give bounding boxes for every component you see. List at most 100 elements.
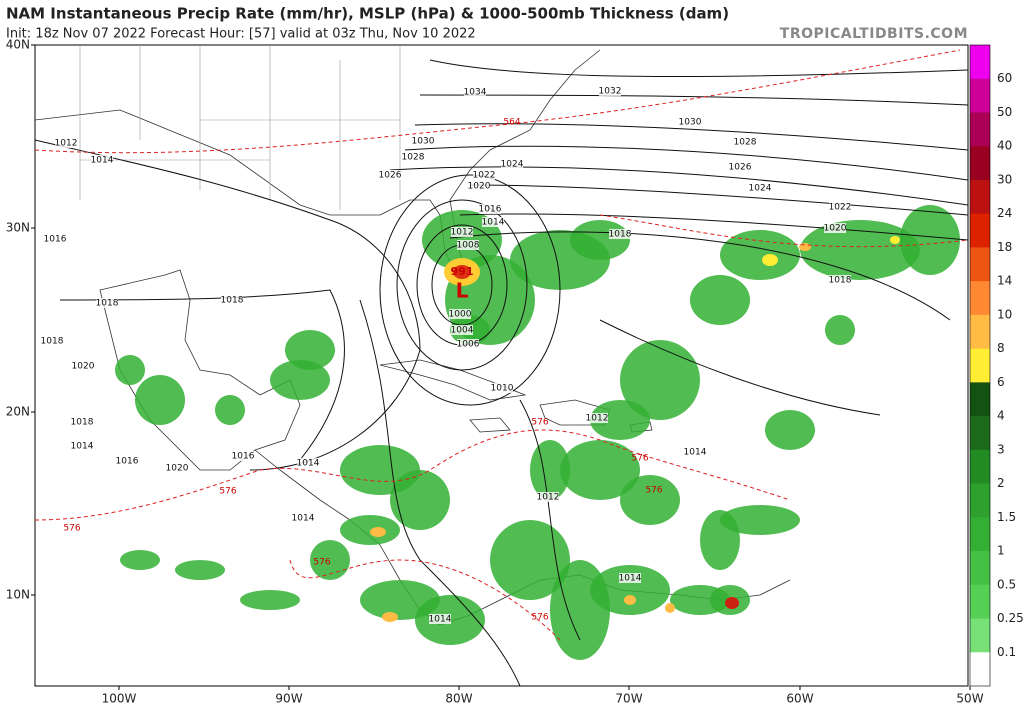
- colorbar-label: 0.1: [997, 645, 1016, 659]
- lon-label: 60W: [786, 692, 813, 706]
- isobar-label-bg: [297, 458, 319, 468]
- isobar-label: 1022: [829, 203, 852, 213]
- isobar-label: 1030: [412, 137, 435, 147]
- colorbar-segment: [970, 112, 990, 147]
- isobar-label-bg: [221, 295, 243, 305]
- isobar-label-bg: [166, 463, 188, 473]
- thickness-line: [34, 429, 791, 521]
- map-labels: 1034 103210301028102610241022102010181018…: [41, 86, 852, 625]
- colorbar-segment: [970, 449, 990, 485]
- isobar-label-bg: [44, 234, 66, 244]
- lon-label: 70W: [615, 692, 642, 706]
- isobar-label: 1008: [457, 241, 480, 251]
- precip-area: [115, 355, 145, 385]
- lat-label: 30N: [6, 221, 30, 235]
- precip-core: [665, 603, 675, 613]
- axes: 40N 30N 20N 10N 100W 90W 80W 70W 60W 50W: [6, 38, 984, 706]
- isobar-label: 1026: [379, 171, 402, 181]
- isobar-label-bg: [451, 227, 473, 237]
- precip-core: [762, 254, 778, 266]
- precip-area: [270, 360, 330, 400]
- isobar-label-bg: [464, 87, 486, 97]
- isobar: [359, 299, 521, 687]
- isobar-label: 1018: [71, 418, 94, 428]
- isobar-label-bg: [829, 202, 851, 212]
- isobar-label: 1014: [91, 156, 114, 166]
- precip-area: [215, 395, 245, 425]
- isobar-label-bg: [232, 451, 254, 461]
- isobar-label: 1016: [44, 235, 67, 245]
- isobar-label-bg: [429, 614, 451, 624]
- isobar-label: 1010: [491, 384, 514, 394]
- isobar-label-bg: [609, 229, 631, 239]
- precip-area: [690, 275, 750, 325]
- isobar: [414, 123, 969, 151]
- thickness-label: 576: [631, 454, 648, 464]
- lat-label: 40N: [6, 38, 30, 52]
- isobar-label: 1016: [479, 205, 502, 215]
- borders: [79, 45, 401, 210]
- precip-area: [900, 205, 960, 275]
- map-area: 1034 103210301028102610241022102010181018…: [34, 44, 969, 687]
- isobar-label-bg: [457, 240, 479, 250]
- lat-label: 20N: [6, 405, 30, 419]
- isobar: [379, 174, 561, 406]
- isobar-label-bg: [412, 136, 434, 146]
- isobar-label: 1030: [679, 118, 702, 128]
- colorbar-label: 6: [997, 375, 1005, 389]
- isobar-label-bg: [586, 413, 608, 423]
- thickness-label: 576: [63, 524, 80, 534]
- isobar-label-bg: [501, 159, 523, 169]
- isobar-label: 1014: [292, 514, 315, 524]
- isobar-label-bg: [599, 86, 621, 96]
- precip-area: [560, 440, 640, 500]
- subtitle: Init: 18z Nov 07 2022 Forecast Hour: [57…: [6, 27, 476, 42]
- isobar: [469, 184, 969, 216]
- colorbar-label: 60: [997, 71, 1012, 85]
- isobar-label-bg: [684, 447, 706, 457]
- thickness-line: [34, 49, 961, 154]
- isobar-label-bg: [292, 513, 314, 523]
- isobar: [34, 139, 421, 471]
- isobar-label-bg: [449, 309, 471, 319]
- thickness-label: 576: [531, 418, 548, 428]
- colorbar-label: 40: [997, 139, 1012, 153]
- colorbar-segment: [970, 281, 990, 316]
- isobar-label-bg: [473, 170, 495, 180]
- isobar-label: 1016: [232, 452, 255, 462]
- isobar-label-bg: [71, 417, 93, 427]
- colorbar-label: 30: [997, 172, 1012, 186]
- isobar-label: 1034: [464, 88, 487, 98]
- colorbar-segment: [970, 382, 990, 417]
- isobar-label: 1018: [829, 276, 852, 286]
- colorbar-label: 4: [997, 409, 1005, 423]
- isobar: [449, 231, 951, 321]
- isobar-label: 1014: [429, 615, 452, 625]
- isobar-label: 1018: [609, 230, 632, 240]
- precip-area: [390, 470, 450, 530]
- isobar-label: 1014: [297, 459, 320, 469]
- low-symbol: L: [456, 279, 469, 303]
- jamaica: [469, 417, 511, 433]
- precip-area: [175, 560, 225, 580]
- isobar-label: 1018: [41, 337, 64, 347]
- thickness-label: 576: [313, 558, 330, 568]
- precip-area: [570, 220, 630, 260]
- colorbar-label: 3: [997, 442, 1005, 456]
- colorbar-frame: [969, 44, 991, 687]
- isobar-label: 1024: [749, 184, 772, 194]
- colorbar-segment: [970, 45, 990, 80]
- colorbar-label: 10: [997, 307, 1012, 321]
- thickness-label: 576: [531, 613, 548, 623]
- colorbar-segment: [970, 517, 990, 552]
- isobar-label-bg: [116, 456, 138, 466]
- isobar-label-bg: [468, 181, 490, 191]
- colorbar-segment: [970, 179, 990, 215]
- isobar-label-bg: [402, 152, 424, 162]
- colorbar-label: 14: [997, 274, 1012, 288]
- isobar: [389, 166, 969, 206]
- isobar-label: 1020: [468, 182, 491, 192]
- colorbar-segment: [970, 551, 990, 586]
- isobar: [429, 59, 969, 78]
